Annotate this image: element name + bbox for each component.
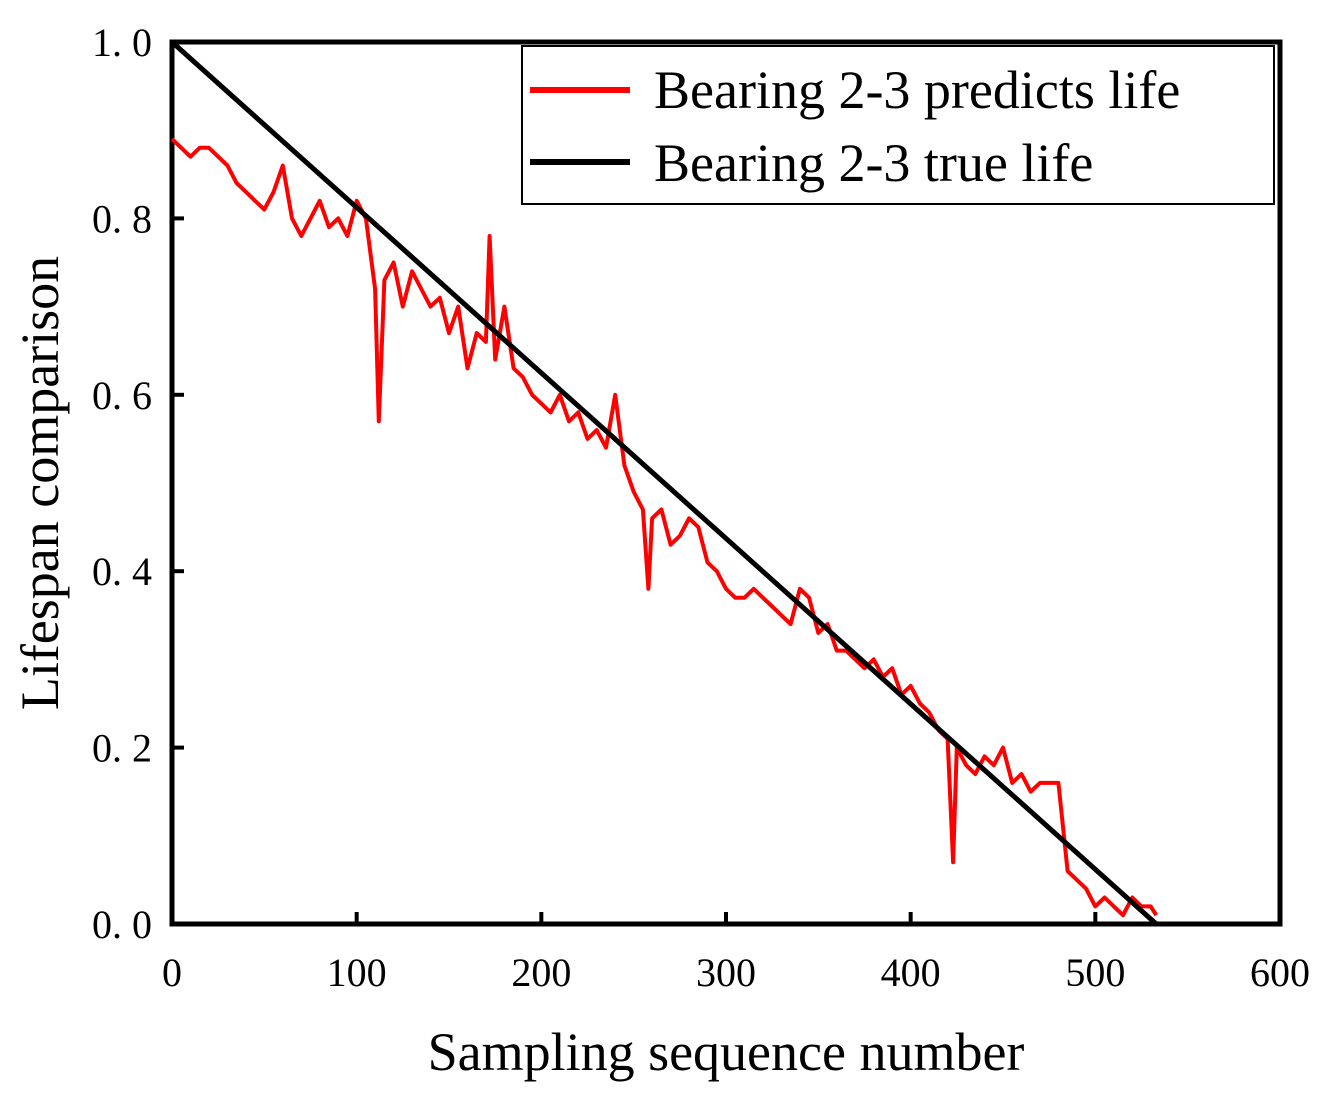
y-tick-label: 0. 6: [92, 373, 152, 418]
series-layer: [170, 40, 1158, 926]
y-tick-label: 0. 8: [92, 196, 152, 241]
x-tick-label: 300: [696, 950, 756, 995]
legend-label-true: Bearing 2-3 true life: [654, 133, 1093, 193]
x-axis-title: Sampling sequence number: [428, 1022, 1025, 1082]
y-tick-label: 1. 0: [92, 20, 152, 65]
x-tick-label: 400: [881, 950, 941, 995]
series-line-predicted: [170, 137, 1158, 918]
ticks-layer: 0 100 200 300 400 500 600 0. 0 0. 2 0. 4 0. 6 0. 8 1…: [92, 20, 1310, 995]
legend-label-predicted: Bearing 2-3 predicts life: [654, 60, 1180, 120]
x-tick-label: 500: [1065, 950, 1125, 995]
y-tick-label: 0. 0: [92, 902, 152, 947]
y-axis-title: Lifespan comparison: [10, 256, 70, 710]
x-tick-label: 100: [327, 950, 387, 995]
x-tick-label: 0: [162, 950, 182, 995]
legend-box: [521, 45, 1275, 205]
y-tick-label: 0. 4: [92, 549, 152, 594]
series-line-true: [170, 40, 1158, 926]
x-tick-label: 200: [511, 950, 571, 995]
x-tick-label: 600: [1250, 950, 1310, 995]
y-tick-label: 0. 2: [92, 726, 152, 771]
legend: Bearing 2-3 predicts life Bearing 2-3 tr…: [521, 45, 1275, 205]
